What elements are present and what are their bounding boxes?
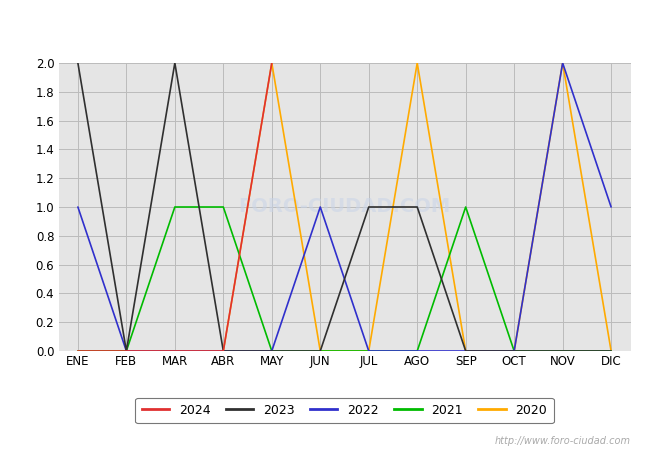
Text: FORO-CIUDAD.COM: FORO-CIUDAD.COM — [239, 198, 450, 216]
Text: Matriculaciones de Vehiculos en Armuña de Almanzora: Matriculaciones de Vehiculos en Armuña d… — [114, 15, 536, 30]
Text: http://www.foro-ciudad.com: http://www.foro-ciudad.com — [495, 436, 630, 446]
Legend: 2024, 2023, 2022, 2021, 2020: 2024, 2023, 2022, 2021, 2020 — [135, 397, 554, 423]
